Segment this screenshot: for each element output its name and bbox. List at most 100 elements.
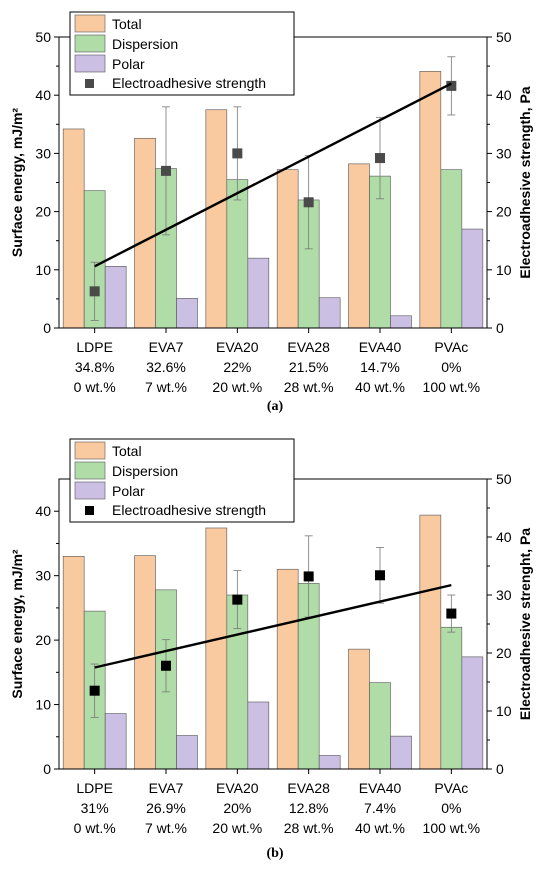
y-axis-left: 0 10 20 30 40 xyxy=(35,503,59,777)
bar-polar-eva40 xyxy=(390,735,412,770)
x-tick-label: LDPE xyxy=(76,780,113,796)
legend-label: Polar xyxy=(112,483,145,499)
x-tick-sublabel: 34.8% xyxy=(75,359,115,375)
legend-marker-electroadhesive xyxy=(85,79,94,88)
y-right-tick-label: 40 xyxy=(496,529,512,545)
x-tick-sublabel: 100 wt.% xyxy=(423,379,481,395)
bar-dispersion-pvac xyxy=(440,626,463,770)
x-tick-sublabel: 7 wt.% xyxy=(145,820,187,836)
legend-swatch-total xyxy=(74,14,106,33)
legend-swatch-polar xyxy=(74,481,106,500)
bar-polar-eva20 xyxy=(247,701,270,770)
bar-polar-eva7 xyxy=(176,735,198,770)
x-axis: LDPE 31% 0 wt.% EVA7 26.9% 7 wt.% EVA20 20% 20 w… xyxy=(74,769,480,836)
y-right-tick-label: 40 xyxy=(496,87,512,103)
x-tick-sublabel: 12.8% xyxy=(289,800,329,816)
x-tick-sublabel: 31% xyxy=(81,800,109,816)
x-tick-label: EVA40 xyxy=(359,780,402,796)
x-tick-sublabel: 20 wt.% xyxy=(212,379,262,395)
y-axis-title-right: Electroadhesive strenght, Pa xyxy=(517,528,533,720)
marker-electroadhesive-eva7 xyxy=(161,660,171,671)
y-axis-title-left: Surface energy, mJ/m² xyxy=(9,108,25,257)
legend: Total Dispersion Polar Electroadhesive stre… xyxy=(69,11,295,96)
legend: Total Dispersion Polar Electroadhesive stre… xyxy=(69,438,295,523)
bar-polar-eva28 xyxy=(318,297,341,329)
x-tick-label: EVA28 xyxy=(287,339,330,355)
bar-dispersion-eva20 xyxy=(226,179,249,329)
x-tick-sublabel: 21.5% xyxy=(289,359,329,375)
marker-electroadhesive-eva20 xyxy=(232,148,243,159)
chart-panel-b: 0 10 20 30 40 0 10 20 30 40 50 LDPE 31% 0 wt.% EVA7 26.… xyxy=(9,438,533,861)
bar-polar-pvac xyxy=(461,228,484,329)
panel-label: (a) xyxy=(267,399,284,414)
panel-label: (b) xyxy=(266,846,283,861)
x-tick-label: EVA40 xyxy=(359,339,402,355)
bar-total-eva20 xyxy=(205,527,228,770)
y-tick-label: 50 xyxy=(35,29,51,45)
x-tick-sublabel: 26.9% xyxy=(146,800,186,816)
y-axis-left: 0 10 20 30 40 50 xyxy=(35,29,59,336)
x-tick-sublabel: 32.6% xyxy=(146,359,186,375)
x-tick-sublabel: 0% xyxy=(441,800,461,816)
y-tick-label: 30 xyxy=(35,568,51,584)
y-tick-label: 20 xyxy=(35,632,51,648)
legend-label: Total xyxy=(112,443,142,459)
marker-electroadhesive-eva40 xyxy=(375,570,385,581)
x-tick-sublabel: 7 wt.% xyxy=(145,379,187,395)
y-right-tick-label: 20 xyxy=(496,204,512,220)
legend-swatch-total xyxy=(74,441,106,460)
marker-electroadhesive-pvac xyxy=(446,80,457,91)
marker-electroadhesive-eva7 xyxy=(161,165,171,176)
bar-total-eva20 xyxy=(205,109,228,329)
bar-total-ldpe xyxy=(62,556,85,770)
legend-box xyxy=(69,438,295,523)
bar-total-eva7 xyxy=(134,555,156,770)
x-tick-sublabel: 0 wt.% xyxy=(74,820,116,836)
x-tick-sublabel: 100 wt.% xyxy=(423,820,481,836)
x-tick-sublabel: 14.7% xyxy=(360,359,400,375)
y-right-tick-label: 10 xyxy=(496,703,512,719)
y-right-tick-label: 50 xyxy=(496,29,512,45)
bar-total-pvac xyxy=(419,71,442,329)
bars xyxy=(62,71,484,329)
bar-dispersion-eva40 xyxy=(369,682,391,770)
x-tick-sublabel: 0 wt.% xyxy=(74,379,116,395)
x-tick-sublabel: 0% xyxy=(441,359,461,375)
x-tick-sublabel: 20% xyxy=(223,800,251,816)
y-tick-label: 10 xyxy=(35,262,51,278)
bar-total-eva7 xyxy=(134,137,156,329)
legend-swatch-dispersion xyxy=(74,461,106,480)
y-right-tick-label: 50 xyxy=(496,471,512,487)
legend-swatch-polar xyxy=(74,54,106,73)
electroadhesive-series xyxy=(89,56,457,321)
legend-marker-electroadhesive xyxy=(85,506,94,515)
x-tick-sublabel: 40 wt.% xyxy=(355,820,405,836)
x-tick-sublabel: 20 wt.% xyxy=(212,820,262,836)
x-tick-label: LDPE xyxy=(76,339,113,355)
marker-electroadhesive-ldpe xyxy=(89,286,100,297)
y-right-tick-label: 10 xyxy=(496,262,512,278)
bar-polar-eva28 xyxy=(318,755,341,770)
y-right-tick-label: 30 xyxy=(496,145,512,161)
x-tick-label: EVA7 xyxy=(149,339,184,355)
legend-label: Polar xyxy=(112,56,145,72)
x-tick-label: PVAc xyxy=(434,339,468,355)
bar-total-eva40 xyxy=(348,163,370,329)
legend-label: Electroadhesive strength xyxy=(112,75,266,91)
y-tick-label: 10 xyxy=(35,697,51,713)
x-tick-label: EVA7 xyxy=(149,780,184,796)
x-tick-sublabel: 7.4% xyxy=(364,800,396,816)
bar-total-ldpe xyxy=(62,128,85,329)
legend-swatch-dispersion xyxy=(74,34,106,53)
y-axis-right: 0 10 20 30 40 50 xyxy=(487,29,512,336)
legend-label: Electroadhesive strength xyxy=(112,502,266,518)
bar-polar-ldpe xyxy=(104,713,127,770)
x-axis: LDPE 34.8% 0 wt.% EVA7 32.6% 7 wt.% EVA20 22% 20… xyxy=(74,328,480,395)
marker-electroadhesive-eva28 xyxy=(303,197,314,208)
y-right-tick-label: 20 xyxy=(496,645,512,661)
y-tick-label: 30 xyxy=(35,145,51,161)
x-tick-sublabel: 28 wt.% xyxy=(284,820,334,836)
bar-total-eva28 xyxy=(276,169,299,329)
legend-label: Dispersion xyxy=(112,463,178,479)
